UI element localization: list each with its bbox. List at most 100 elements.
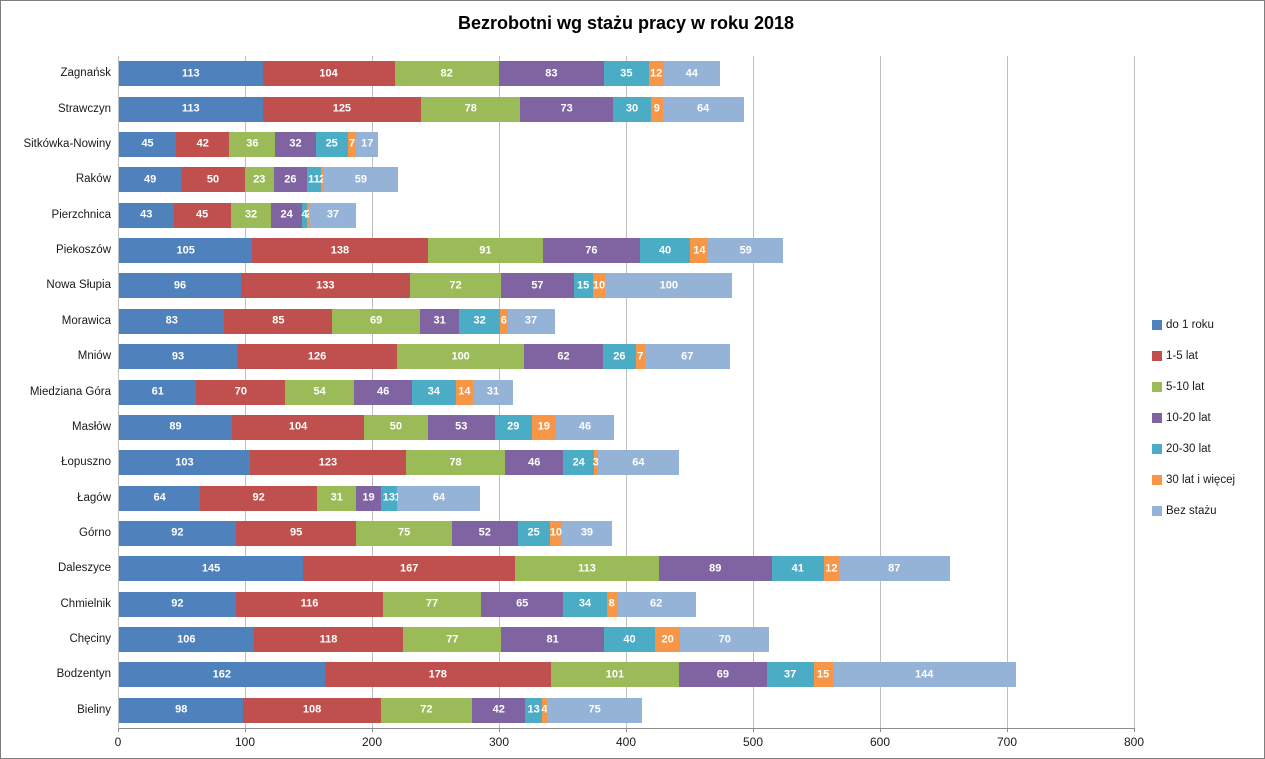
x-axis-tick-label: 300 (488, 735, 510, 749)
bar-segment-value: 92 (171, 526, 184, 539)
bar-segment: 89 (119, 414, 233, 440)
bar-segment: 113 (119, 61, 263, 87)
category-label: Chmielnik (60, 597, 112, 610)
bar-segment-value: 77 (425, 597, 439, 610)
bar-segment: 17 (356, 131, 379, 157)
bar-row: 113 125 78 73 30 9 64 (119, 96, 744, 122)
bar-segment-value: 50 (389, 420, 402, 433)
bar-segment-value: 34 (427, 385, 441, 398)
bar-segment: 31 (317, 485, 357, 511)
bar-segment: 14 (690, 238, 709, 264)
bar-segment-value: 75 (397, 526, 411, 539)
legend-item: 10-20 lat (1152, 412, 1211, 424)
bar-segment: 64 (119, 485, 201, 511)
bar-segment-value: 24 (572, 456, 585, 469)
x-axis-tick-label: 0 (114, 735, 122, 749)
category-label: Daleszyce (57, 562, 111, 575)
bar-segment: 69 (679, 662, 767, 688)
bar-segment: 45 (173, 202, 231, 228)
bar-segment: 65 (480, 591, 564, 617)
legend-label: 10-20 lat (1166, 412, 1211, 424)
bar-segment-value: 10 (592, 279, 606, 292)
bar-segment-value: 53 (455, 420, 468, 433)
bar-segment: 1 (395, 485, 401, 511)
bar-segment: 53 (427, 414, 495, 440)
bar-segment-value: 144 (914, 668, 934, 681)
bar-segment: 104 (262, 61, 395, 87)
bar-segment: 101 (550, 662, 680, 688)
legend-item: 30 lat i więcej (1152, 474, 1235, 486)
category-label: Górno (79, 526, 111, 539)
bar-segment: 126 (237, 344, 398, 370)
x-axis-tick-label: 600 (869, 735, 891, 749)
bar-segment: 36 (229, 131, 276, 157)
bar-segment: 69 (332, 308, 420, 334)
bar-segment: 138 (252, 238, 428, 264)
bar-segment: 7 (635, 344, 645, 370)
bar-row: 96 133 72 57 15 10 100 (119, 273, 733, 299)
bar-segment-value: 34 (578, 597, 592, 610)
bar-segment: 34 (412, 379, 456, 405)
legend-swatch (1152, 382, 1162, 392)
category-label: Strawczyn (57, 102, 111, 115)
bar-segment: 83 (498, 61, 605, 87)
bar-segment-value: 72 (420, 703, 433, 716)
bar-segment-value: 70 (718, 633, 731, 646)
bar-segment-value: 37 (326, 208, 340, 221)
category-label: Morawica (61, 314, 111, 327)
bar-segment-value: 69 (716, 668, 729, 681)
bar-segment-value: 81 (546, 633, 559, 646)
bar-segment-value: 125 (332, 102, 352, 115)
legend-label: Bez stażu (1166, 505, 1217, 517)
bar-segment-value: 32 (473, 314, 486, 327)
bar-segment: 19 (531, 414, 556, 440)
bar-segment-value: 42 (492, 703, 505, 716)
bar-row: 45 42 36 32 25 7 17 (119, 131, 379, 157)
bar-segment-value: 8 (608, 597, 615, 610)
bar-segment-value: 40 (623, 633, 636, 646)
gridline (626, 56, 627, 728)
bar-row: 92 95 75 52 25 10 39 (119, 520, 612, 546)
category-label: Łagów (77, 491, 111, 504)
x-axis-tick-label: 800 (1123, 735, 1145, 749)
bar-segment: 125 (262, 96, 422, 122)
gridline (1007, 56, 1008, 728)
bar-segment-value: 46 (578, 420, 592, 433)
bar-segment: 92 (119, 520, 236, 546)
bar-segment-value: 64 (432, 491, 446, 504)
bar-segment-value: 92 (171, 597, 184, 610)
bar-segment: 42 (176, 131, 230, 157)
bar-segment: 104 (232, 414, 365, 440)
x-axis-tick (245, 728, 246, 732)
bar-segment-value: 14 (693, 244, 706, 257)
bar-segment: 72 (409, 273, 502, 299)
bar-segment: 26 (602, 344, 636, 370)
bar-segment: 31 (419, 308, 460, 334)
bar-segment-value: 15 (577, 279, 590, 292)
bar-segment-value: 19 (362, 491, 375, 504)
bar-row: 89 104 50 53 29 19 46 (119, 414, 615, 440)
bar-segment-value: 123 (318, 456, 338, 469)
bar-segment-value: 14 (458, 385, 471, 398)
bar-segment-value: 29 (507, 420, 520, 433)
x-axis-tick-label: 500 (742, 735, 764, 749)
bar-segment: 70 (680, 627, 770, 653)
bar-segment-value: 31 (433, 314, 446, 327)
bar-segment-value: 25 (527, 526, 540, 539)
bar-segment-value: 23 (253, 173, 266, 186)
bar-segment: 78 (406, 450, 506, 476)
bar-row: 162 178 101 69 37 15 144 (119, 662, 1016, 688)
bar-segment-value: 116 (300, 597, 319, 610)
bar-segment-value: 52 (478, 526, 491, 539)
bar-segment-value: 78 (464, 102, 477, 115)
legend-item: 5-10 lat (1152, 381, 1204, 393)
bar-segment-value: 31 (486, 385, 500, 398)
legend-label: 1-5 lat (1166, 350, 1198, 362)
bar-segment: 162 (119, 662, 325, 688)
bar-segment: 37 (309, 202, 357, 228)
gridline (118, 56, 119, 728)
bar-segment: 123 (249, 450, 406, 476)
bar-segment: 54 (285, 379, 354, 405)
bar-segment: 37 (766, 662, 814, 688)
bar-segment: 77 (403, 627, 502, 653)
